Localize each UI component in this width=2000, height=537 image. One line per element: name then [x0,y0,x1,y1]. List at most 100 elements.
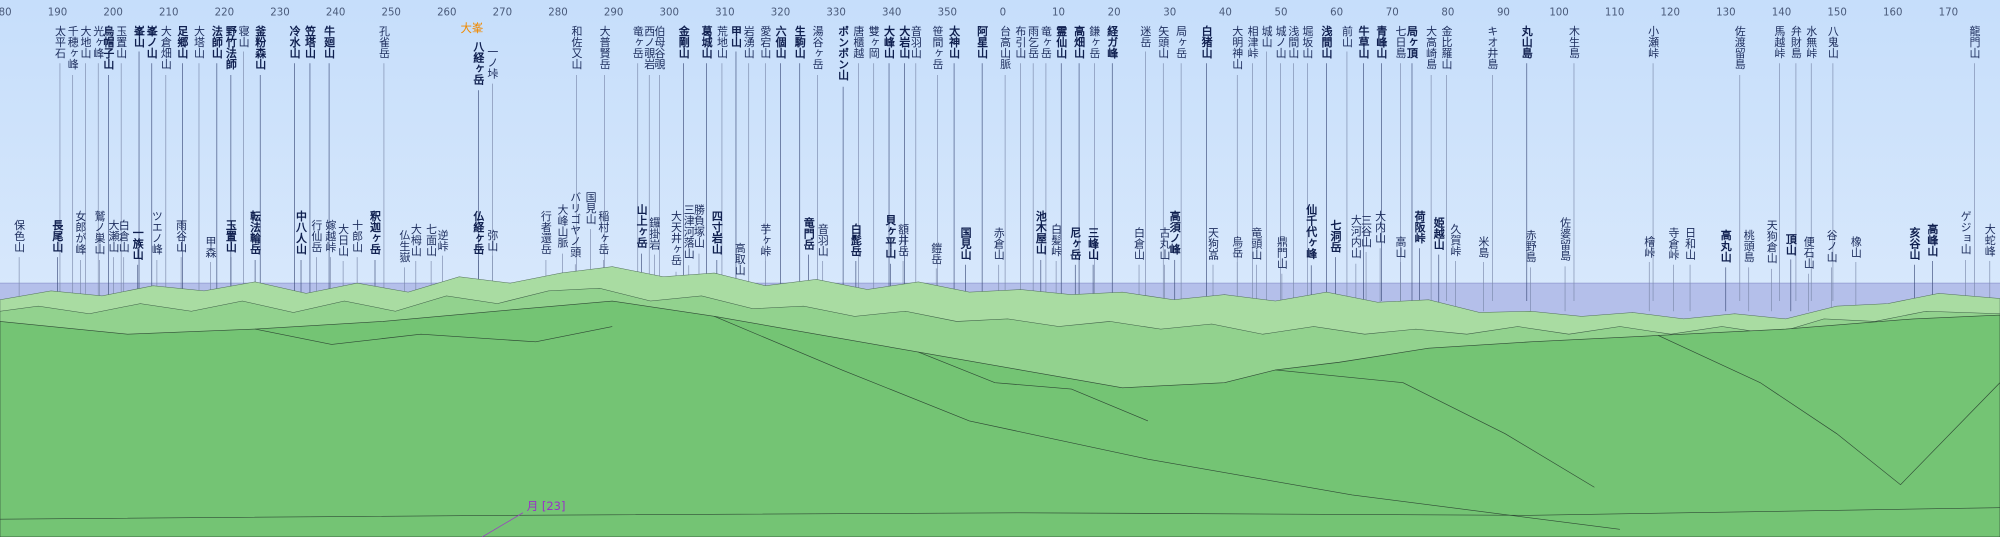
peak-label: 八鬼山 [1826,26,1839,59]
peak-label: 和佐又山 [570,25,583,69]
peak-label: ツエノ峰 [150,210,163,254]
peak-label: 仏生嶽 [398,230,411,264]
peak-label: 局ヶ岳 [1175,25,1188,58]
peak-label: 馬越峠 [1773,25,1786,59]
peak-label: 牛草山 [1357,24,1370,59]
compass-label: 50 [1275,7,1288,18]
peak-label: 白髪峠 [1050,222,1063,257]
peak-label: 池木屋山 [1034,209,1047,255]
peak-label: 玉置山 [115,26,128,59]
peak-label: 音羽山 [909,24,922,58]
peak-label: 大明神山 [1231,24,1244,69]
peak-label: 高須ノ峰 [1168,209,1181,255]
peak-label: 佐婆留島 [1559,215,1572,261]
peak-label: 堀坂山 [1301,25,1314,58]
peak-label: 大峰山 [883,24,896,59]
compass-label: 190 [48,7,67,18]
peak-label: 桃頭島 [1742,228,1755,263]
peak-label: 金比羅山 [1440,24,1453,69]
peak-label: 烏帽子山 [102,24,115,70]
compass-label: 290 [604,7,623,18]
peak-label: 光ヶ峰 [92,24,105,58]
peak-label: 生駒山 [793,24,806,59]
peak-label: バリゴヤノ頭 [569,191,582,257]
peak-label: 高峰山 [1926,222,1939,257]
peak-label: 足郷山 [176,25,189,59]
compass-label: 140 [1772,7,1791,18]
peak-label: 経ガ峰 [1106,24,1119,59]
compass-label: 150 [1827,7,1846,18]
compass-label: 0 [1000,7,1006,18]
peak-label: 三谷山 [1360,214,1373,247]
peak-label: 鑼掛岩 [648,215,661,250]
compass-label: 100 [1549,7,1568,18]
peak-label: 甲森 [204,236,217,259]
peak-label: 弁財島 [1789,24,1802,59]
peak-label: 大塔山 [192,24,205,58]
peak-label: 長尾山 [51,219,64,253]
peak-label: 城ノ山 [1274,25,1287,58]
peak-labels: 1801902002102202302402502602702802903003… [0,7,1996,312]
peak-label: 唐櫃越 [852,24,865,59]
moon-label: 月 [23] [527,499,566,513]
compass-label: 80 [1441,7,1454,18]
compass-label: 70 [1386,7,1399,18]
peak-label: 笠塔山 [303,24,316,59]
peak-label: 千穂ヶ峰 [66,25,79,69]
peak-label: 水無峠 [1805,25,1818,59]
peak-label: 大瀬山 [107,218,120,252]
peak-label: 大日山 [337,222,350,256]
peak-label: 竜ヶ岳 [1039,24,1052,58]
peak-label: 檜峠 [1643,235,1656,259]
peak-label: 雨乞岳 [1027,26,1040,59]
peak-label: 牛廻山 [323,24,336,59]
peak-label: 冷水山 [288,24,301,59]
peak-label: 雙ヶ岡 [867,25,880,59]
compass-label: 320 [771,7,790,18]
peak-label: 勝負塚山 [692,203,705,248]
compass-label: 120 [1661,7,1680,18]
peak-label: 法師山 [210,24,223,59]
peak-label: 亥谷山 [1908,226,1921,261]
peak-label: 国見山 [584,191,597,224]
peak-label: 国見山 [959,227,972,261]
peak-label: 橡山 [1849,236,1862,258]
compass-label: 210 [159,7,178,18]
peak-label: 寝山 [237,24,250,47]
peak-label: 雨谷山 [175,219,188,252]
peak-label: 天狗嵓 [1207,227,1220,261]
peak-label: 竜ヶ岳 [631,24,644,58]
peak-label: 鎌ヶ岳 [1088,24,1101,58]
peak-label: 高畑山 [1073,24,1086,59]
peak-label: 大天井ヶ岳 [670,209,683,265]
peak-label: 七面山 [425,223,438,256]
peak-label: 伯母谷覗 [653,24,666,70]
peak-label: 白猪山 [1200,24,1213,59]
ridge-lines [0,316,2000,530]
compass-label: 90 [1497,7,1510,18]
peak-label: 峯ノ山 [145,24,158,59]
peak-label: 鷲ノ巣山 [93,209,106,254]
peak-label: 愛宕山 [759,25,772,58]
peak-label: 太平石 [53,25,66,58]
peak-label: 高山 [1394,235,1407,258]
peak-label: 大栂山 [409,222,422,256]
peak-label: 古丸山 [1158,227,1171,260]
peak-label: 八経ヶ岳 [472,40,485,84]
compass-label: 350 [938,7,957,18]
peak-label: 大岩山 [898,24,911,59]
peak-label: 転法輪岳 [249,209,262,254]
compass-label: 10 [1052,7,1065,18]
peak-label: 白倉山 [117,218,130,252]
peak-label: キオ井島 [1486,26,1499,71]
compass-label: 40 [1219,7,1232,18]
compass-label: 250 [381,7,400,18]
peak-label: 谷ノ山 [1825,229,1838,262]
peak-label: 姫越山 [1432,215,1445,250]
peak-label: 木生島 [1567,25,1580,59]
peak-label: 局ヶ頂 [1405,25,1418,59]
peak-label: 三津河落山 [682,204,695,259]
peak-label: 湯谷ヶ岳 [811,25,824,69]
peak-label: 相津峠 [1246,25,1259,59]
